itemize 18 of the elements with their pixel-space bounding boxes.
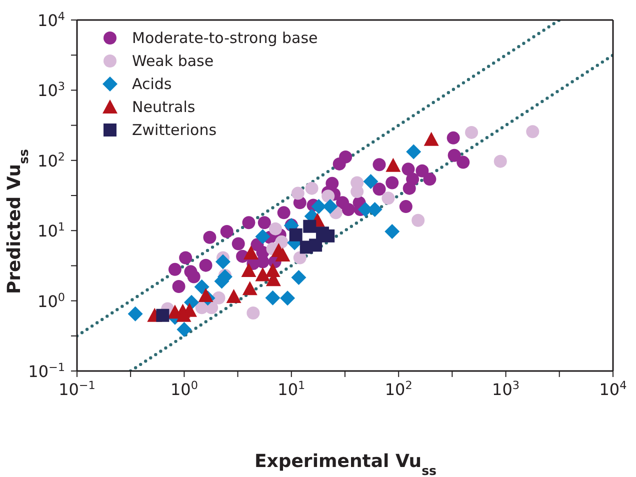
y-tick-label: 10$^{4}$ [38, 10, 65, 30]
y-tick-label: 10$^{3}$ [38, 80, 65, 100]
y-tick-label: 10$^{1}$ [38, 220, 65, 241]
legend-label: Weak base [132, 52, 214, 70]
x-tick-label: 10$^{1}$ [278, 378, 306, 399]
y-tick-label: 10$^{0}$ [38, 290, 65, 311]
y-tick-label: 10$^{2}$ [38, 150, 65, 170]
x-axis-title: Experimental Vu$_{ss}$ [254, 451, 437, 477]
legend-label: Acids [132, 74, 172, 92]
x-tick-label: 10$^{2}$ [384, 378, 412, 399]
x-tick-label: 10$^{−1}$ [58, 378, 96, 399]
x-tick-label: 10$^{3}$ [492, 378, 520, 399]
legend-label: Neutrals [132, 98, 196, 116]
x-tick-label: 10$^{0}$ [170, 378, 198, 399]
legend-label: Moderate-to-strong base [132, 28, 318, 46]
x-tick-label: 10$^{4}$ [599, 378, 627, 399]
legend-label: Zwitterions [132, 120, 217, 138]
y-tick-label: 10$^{−1}$ [28, 360, 65, 381]
